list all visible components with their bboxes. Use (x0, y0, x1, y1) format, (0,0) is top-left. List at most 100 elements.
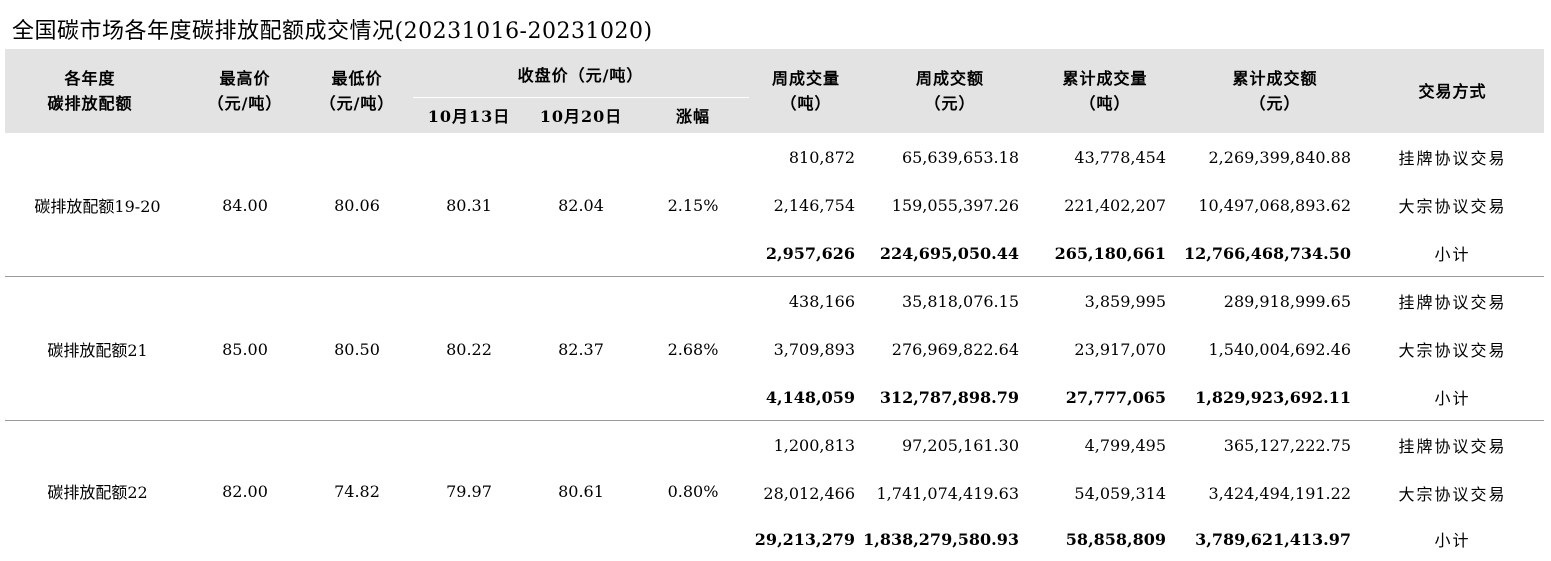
header-high-line1: 最高价 (219, 69, 271, 88)
header-quota: 各年度 碳排放配额 (5, 49, 175, 133)
cum-amt-cell: 3,424,494,191.22 (1208, 483, 1352, 503)
group-low: 80.50 (334, 339, 380, 359)
header-week-vol: 周成交量 （吨） (745, 49, 867, 133)
header-week-amt-line1: 周成交额 (915, 69, 984, 88)
cum-amt-cell: 365,127,222.75 (1223, 435, 1351, 455)
cum-amt-subtotal: 1,829,923,692.11 (1195, 387, 1351, 407)
group-high: 84.00 (222, 195, 268, 215)
method-cell: 挂牌协议交易 (1398, 149, 1507, 168)
group-close-2: 80.61 (558, 481, 604, 501)
subtotal-label: 小计 (1434, 531, 1471, 550)
group-divider (5, 420, 1544, 421)
week-vol-cell: 28,012,466 (763, 483, 855, 503)
cum-vol-cell: 221,402,207 (1064, 195, 1166, 215)
method-cell: 挂牌协议交易 (1398, 437, 1507, 456)
week-vol-cell: 1,200,813 (773, 435, 855, 455)
group-close-2: 82.37 (558, 339, 604, 359)
header-quota-line2: 碳排放配额 (47, 94, 133, 113)
header-change: 涨幅 (637, 102, 749, 130)
group-change: 2.68% (667, 339, 719, 359)
week-amt-cell: 97,205,161.30 (901, 435, 1019, 455)
header-week-amt: 周成交额 （元） (875, 49, 1025, 133)
header-cum-vol-line2: （吨） (1079, 94, 1131, 113)
cum-vol-subtotal: 265,180,661 (1054, 243, 1166, 263)
header-week-vol-line1: 周成交量 (771, 69, 840, 88)
week-amt-subtotal: 312,787,898.79 (879, 387, 1019, 407)
week-vol-cell: 810,872 (788, 147, 855, 167)
cum-vol-subtotal: 27,777,065 (1065, 387, 1166, 407)
header-low: 最低价 （元/吨） (302, 49, 412, 133)
header-method-label: 交易方式 (1418, 81, 1487, 101)
header-high-line2: （元/吨） (207, 94, 283, 113)
cum-vol-cell: 4,799,495 (1084, 435, 1166, 455)
header-week-amt-line2: （元） (924, 94, 976, 113)
week-vol-cell: 3,709,893 (773, 339, 855, 359)
header-close-1-label: 10月13日 (427, 106, 511, 126)
week-vol-subtotal: 4,148,059 (765, 387, 855, 407)
group-close-1: 80.31 (446, 195, 492, 215)
group-divider (5, 276, 1544, 277)
cum-amt-cell: 10,497,068,893.62 (1198, 195, 1351, 215)
cum-vol-cell: 43,778,454 (1074, 147, 1166, 167)
group-change: 0.80% (667, 481, 719, 501)
table-header: 各年度 碳排放配额 最高价 （元/吨） 最低价 （元/吨） 收盘价（元/吨） 1… (5, 49, 1544, 133)
week-amt-subtotal: 1,838,279,580.93 (863, 529, 1019, 549)
header-method: 交易方式 (1385, 49, 1520, 133)
method-cell: 挂牌协议交易 (1398, 293, 1507, 312)
header-close-2-label: 10月20日 (539, 106, 623, 126)
header-cum-amt-line2: （元） (1249, 94, 1301, 113)
cum-amt-cell: 1,540,004,692.46 (1208, 339, 1352, 359)
week-amt-cell: 159,055,397.26 (891, 195, 1019, 215)
cum-amt-cell: 2,269,399,840.88 (1208, 147, 1352, 167)
header-sub-divider (413, 97, 749, 98)
group-high: 82.00 (222, 481, 268, 501)
header-high: 最高价 （元/吨） (190, 49, 300, 133)
cum-vol-subtotal: 58,858,809 (1065, 529, 1166, 549)
header-cum-amt: 累计成交额 （元） (1190, 49, 1360, 133)
cum-vol-cell: 23,917,070 (1074, 339, 1166, 359)
header-change-label: 涨幅 (675, 106, 710, 126)
header-close-1: 10月13日 (413, 102, 525, 130)
page-title: 全国碳市场各年度碳排放配额成交情况(20231016-20231020) (12, 19, 653, 44)
week-amt-cell: 65,639,653.18 (901, 147, 1019, 167)
header-close-group: 收盘价（元/吨） (413, 61, 748, 89)
week-vol-subtotal: 29,213,279 (754, 529, 855, 549)
cum-vol-cell: 54,059,314 (1074, 483, 1166, 503)
header-close-group-label: 收盘价（元/吨） (517, 65, 644, 85)
group-low: 74.82 (334, 481, 380, 501)
cum-amt-cell: 289,918,999.65 (1223, 291, 1351, 311)
group-name: 碳排放配额21 (47, 341, 148, 360)
week-vol-cell: 438,166 (788, 291, 855, 311)
group-change: 2.15% (667, 195, 719, 215)
group-low: 80.06 (334, 195, 380, 215)
cum-vol-cell: 3,859,995 (1084, 291, 1166, 311)
week-amt-cell: 35,818,076.15 (901, 291, 1019, 311)
header-low-line1: 最低价 (331, 69, 383, 88)
week-amt-cell: 276,969,822.64 (891, 339, 1019, 359)
header-quota-line1: 各年度 (64, 69, 116, 88)
week-amt-cell: 1,741,074,419.63 (876, 483, 1020, 503)
group-name: 碳排放配额22 (47, 483, 148, 502)
week-amt-subtotal: 224,695,050.44 (879, 243, 1019, 263)
group-close-1: 79.97 (446, 481, 492, 501)
cum-amt-subtotal: 3,789,621,413.97 (1195, 529, 1351, 549)
header-cum-amt-line1: 累计成交额 (1232, 69, 1318, 88)
subtotal-label: 小计 (1434, 245, 1471, 264)
method-cell: 大宗协议交易 (1398, 485, 1507, 504)
group-name: 碳排放配额19-20 (34, 197, 161, 216)
subtotal-label: 小计 (1434, 389, 1471, 408)
week-vol-cell: 2,146,754 (773, 195, 855, 215)
group-close-2: 82.04 (558, 195, 604, 215)
carbon-quota-table: 各年度 碳排放配额 最高价 （元/吨） 最低价 （元/吨） 收盘价（元/吨） 1… (5, 49, 1544, 556)
header-close-2: 10月20日 (525, 102, 637, 130)
header-week-vol-line2: （吨） (780, 94, 832, 113)
header-cum-vol-line1: 累计成交量 (1062, 69, 1148, 88)
header-low-line2: （元/吨） (319, 94, 395, 113)
method-cell: 大宗协议交易 (1398, 341, 1507, 360)
method-cell: 大宗协议交易 (1398, 197, 1507, 216)
cum-amt-subtotal: 12,766,468,734.50 (1183, 243, 1351, 263)
header-cum-vol: 累计成交量 （吨） (1035, 49, 1175, 133)
group-high: 85.00 (222, 339, 268, 359)
week-vol-subtotal: 2,957,626 (765, 243, 855, 263)
group-close-1: 80.22 (446, 339, 492, 359)
